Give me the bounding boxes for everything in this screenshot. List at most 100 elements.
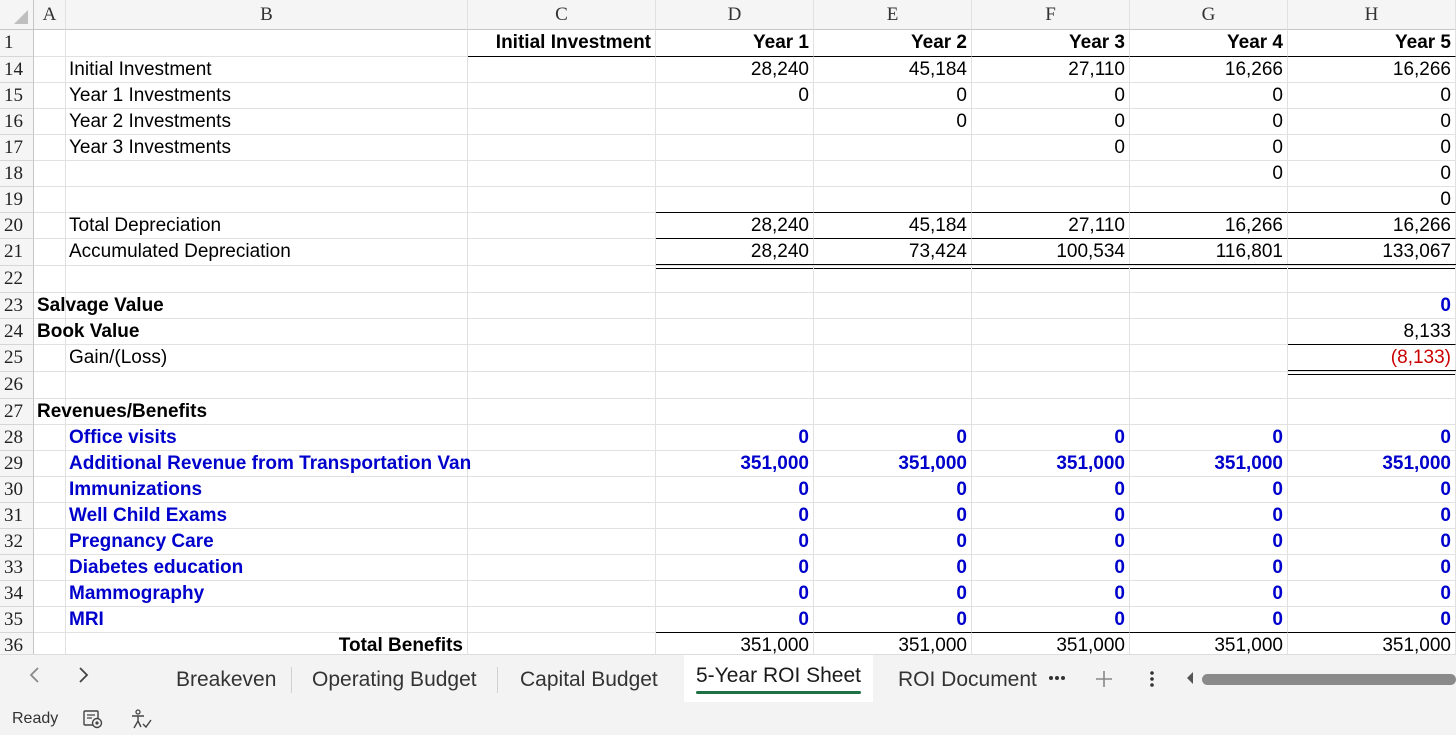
cell[interactable] [34,607,66,633]
value-cell[interactable]: 45,184 [814,57,972,83]
value-cell[interactable]: 0 [656,83,814,109]
cell[interactable] [66,319,468,345]
value-cell[interactable]: 28,240 [656,213,814,239]
row-label[interactable]: Year 1 Investments [66,83,468,109]
value-cell[interactable]: 27,110 [972,57,1130,83]
cell[interactable] [468,187,656,213]
column-header-e[interactable]: E [814,0,972,30]
cell[interactable] [1130,399,1288,425]
row-label[interactable]: Accumulated Depreciation [66,239,468,266]
value-cell[interactable]: 0 [1288,83,1456,109]
cell[interactable] [34,503,66,529]
total-cell[interactable]: 351,000 [656,633,814,654]
row-label[interactable]: Year 3 Investments [66,135,468,161]
row-header[interactable]: 29 [0,451,34,477]
cell[interactable] [34,425,66,451]
input-cell[interactable]: 351,000 [1288,451,1456,477]
value-cell[interactable]: 27,110 [972,213,1130,239]
cell[interactable] [972,345,1130,372]
input-cell[interactable]: 0 [656,581,814,607]
row-label[interactable]: Well Child Exams [66,503,468,529]
value-cell[interactable] [656,135,814,161]
cell[interactable] [468,581,656,607]
cell[interactable] [468,266,656,293]
cell[interactable] [1130,293,1288,319]
total-cell[interactable]: 351,000 [972,633,1130,654]
cell[interactable] [34,581,66,607]
input-cell[interactable]: 0 [814,503,972,529]
scrollbar-thumb[interactable] [1202,674,1456,685]
cell[interactable] [468,57,656,83]
row-label[interactable]: Total Depreciation [66,213,468,239]
row-label[interactable]: Pregnancy Care [66,529,468,555]
tab-roi-document[interactable]: ROI Document [898,668,1037,691]
input-cell[interactable]: 0 [972,425,1130,451]
value-cell[interactable]: 16,266 [1130,213,1288,239]
input-cell[interactable]: 0 [814,555,972,581]
row-header[interactable]: 27 [0,399,34,425]
cell[interactable] [34,109,66,135]
header-initial-investment[interactable]: Initial Investment [468,30,656,57]
input-cell[interactable]: 0 [814,581,972,607]
cell[interactable] [972,319,1130,345]
value-cell[interactable] [656,109,814,135]
cell[interactable] [468,345,656,372]
cell[interactable] [656,372,814,399]
cell[interactable] [66,372,468,399]
row-header[interactable]: 35 [0,607,34,633]
cell[interactable] [34,451,66,477]
cell[interactable] [972,293,1130,319]
cell[interactable] [1130,266,1288,293]
column-header-c[interactable]: C [468,0,656,30]
row-header[interactable]: 19 [0,187,34,213]
total-cell[interactable]: 351,000 [814,633,972,654]
cell[interactable]: Book Value [34,319,139,345]
tab-5-year-roi-sheet[interactable]: 5-Year ROI Sheet [684,655,873,703]
input-cell[interactable]: 0 [656,529,814,555]
row-header[interactable]: 30 [0,477,34,503]
row-header[interactable]: 14 [0,57,34,83]
header-year-1[interactable]: Year 1 [656,30,814,57]
cell[interactable] [66,399,468,425]
row-header[interactable]: 26 [0,372,34,399]
cell[interactable] [814,293,972,319]
row-header[interactable]: 16 [0,109,34,135]
row-header[interactable]: 33 [0,555,34,581]
input-cell[interactable]: 0 [1130,425,1288,451]
input-cell[interactable]: 0 [1130,581,1288,607]
cell[interactable] [468,135,656,161]
column-header-h[interactable]: H [1288,0,1456,30]
input-cell[interactable]: 0 [656,425,814,451]
row-label[interactable]: Office visits [66,425,468,451]
value-cell[interactable] [814,187,972,213]
value-cell[interactable]: 0 [814,83,972,109]
value-cell[interactable]: 0 [1288,109,1456,135]
book-value-cell[interactable]: 8,133 [1288,319,1456,345]
value-cell[interactable]: 16,266 [1288,213,1456,239]
value-cell[interactable] [972,161,1130,187]
cell[interactable] [34,135,66,161]
row-header[interactable]: 34 [0,581,34,607]
row-header[interactable]: 22 [0,266,34,293]
row-label[interactable] [66,161,468,187]
header-year-2[interactable]: Year 2 [814,30,972,57]
input-cell[interactable]: 0 [972,581,1130,607]
workbook-statistics-icon[interactable] [82,708,104,730]
cell[interactable] [468,109,656,135]
value-cell[interactable]: 0 [1130,109,1288,135]
total-cell[interactable]: 351,000 [1130,633,1288,654]
cell[interactable] [34,266,66,293]
input-cell[interactable]: 0 [972,607,1130,633]
cell[interactable] [468,239,656,266]
cell[interactable] [814,372,972,399]
tab-breakeven[interactable]: Breakeven [176,668,277,691]
value-cell[interactable]: 133,067 [1288,239,1456,269]
cell[interactable] [34,57,66,83]
header-year-5[interactable]: Year 5 [1288,30,1456,57]
row-header[interactable]: 23 [0,293,34,319]
column-header-d[interactable]: D [656,0,814,30]
value-cell[interactable]: 16,266 [1130,57,1288,83]
value-cell[interactable]: 0 [1130,161,1288,187]
cell[interactable]: Salvage Value [34,293,164,319]
horizontal-scrollbar[interactable] [1180,669,1456,687]
